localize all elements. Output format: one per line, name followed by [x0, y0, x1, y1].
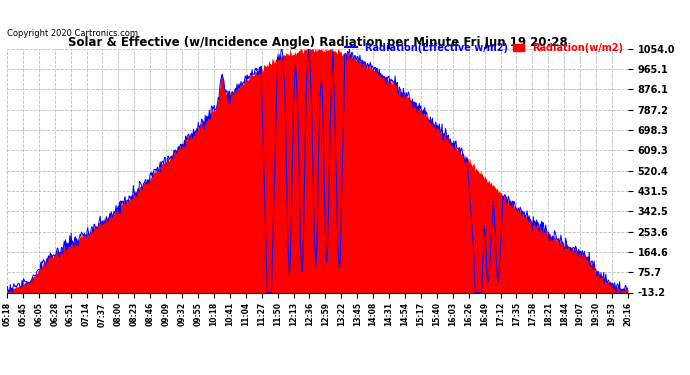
Legend: Radiation(Effective w/m2), Radiation(w/m2): Radiation(Effective w/m2), Radiation(w/m…	[345, 43, 623, 52]
Title: Solar & Effective (w/Incidence Angle) Radiation per Minute Fri Jun 19 20:28: Solar & Effective (w/Incidence Angle) Ra…	[68, 36, 567, 49]
Text: Copyright 2020 Cartronics.com: Copyright 2020 Cartronics.com	[7, 29, 138, 38]
